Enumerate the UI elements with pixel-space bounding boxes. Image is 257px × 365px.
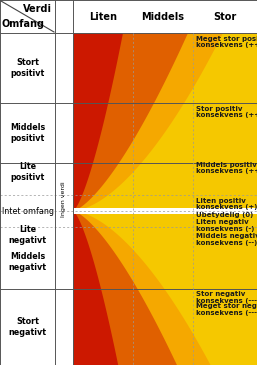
Polygon shape (74, 33, 257, 365)
Text: Lite
positivt: Lite positivt (10, 162, 45, 182)
Polygon shape (193, 227, 257, 365)
Polygon shape (57, 33, 257, 365)
Text: Liten positiv
konsekvens (+): Liten positiv konsekvens (+) (196, 198, 257, 211)
Text: Stort
positivt: Stort positivt (10, 58, 45, 78)
Text: Intet omfang: Intet omfang (2, 207, 53, 215)
Polygon shape (77, 33, 257, 365)
Text: Middels positiv
konsekvens (++): Middels positiv konsekvens (++) (196, 162, 257, 174)
Text: Liten: Liten (89, 12, 117, 22)
Text: Lite
negativt: Lite negativt (8, 225, 47, 245)
Text: Meget stor positiv
konsekvens (++++): Meget stor positiv konsekvens (++++) (196, 36, 257, 49)
Polygon shape (0, 0, 257, 33)
Text: Stor: Stor (213, 12, 237, 22)
Polygon shape (75, 33, 257, 365)
Polygon shape (193, 33, 257, 163)
Text: Verdi: Verdi (23, 4, 52, 14)
Text: Ingen verdi: Ingen verdi (61, 181, 67, 217)
Text: Omfang: Omfang (2, 19, 45, 29)
Text: Liten negativ
konsekvens (-): Liten negativ konsekvens (-) (196, 219, 254, 231)
Text: Meget stor negativ
konsekvens (----): Meget stor negativ konsekvens (----) (196, 303, 257, 315)
Polygon shape (0, 0, 55, 365)
Polygon shape (55, 33, 73, 365)
Text: Middels negativ
konsekvens (--): Middels negativ konsekvens (--) (196, 233, 257, 246)
Text: Stor positiv
konsekvens (+++): Stor positiv konsekvens (+++) (196, 106, 257, 119)
Text: Middels
positivt: Middels positivt (10, 123, 45, 143)
Polygon shape (73, 208, 257, 214)
Text: Middels: Middels (142, 12, 185, 22)
Text: Stort
negativt: Stort negativt (8, 317, 47, 337)
Text: Middels
negativt: Middels negativt (8, 252, 47, 272)
Text: Stor negativ
konsekvens (---): Stor negativ konsekvens (---) (196, 291, 257, 304)
Text: Ubetydelig (0): Ubetydelig (0) (196, 212, 253, 218)
